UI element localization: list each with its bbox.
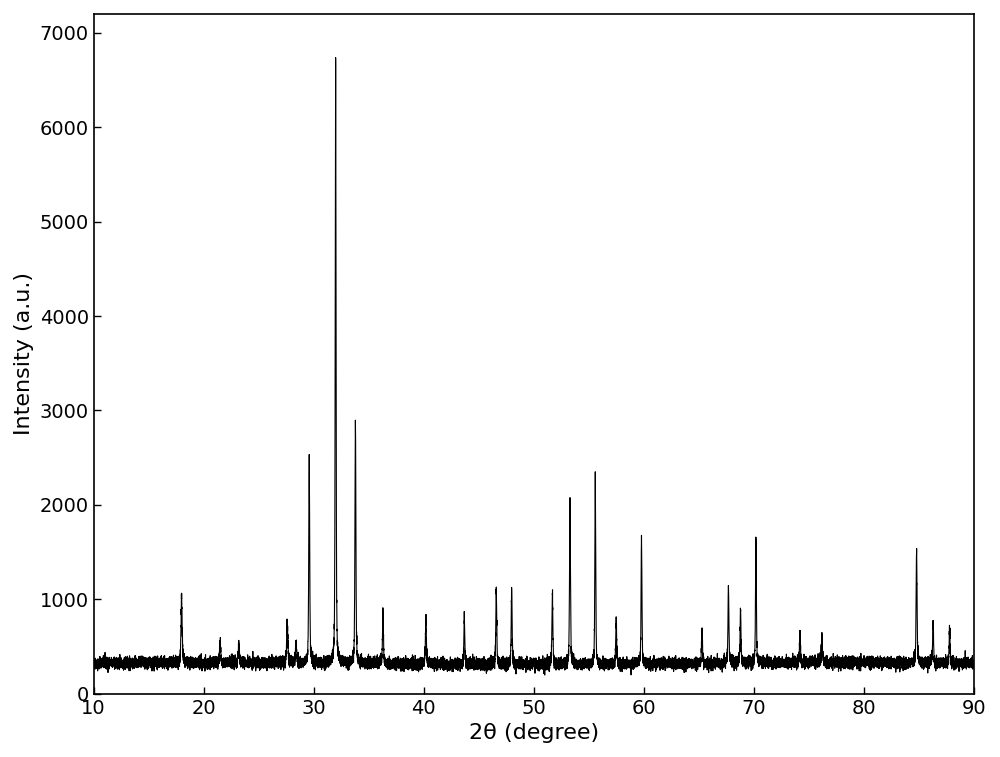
X-axis label: 2θ (degree): 2θ (degree): [469, 723, 599, 743]
Y-axis label: Intensity (a.u.): Intensity (a.u.): [14, 273, 34, 435]
